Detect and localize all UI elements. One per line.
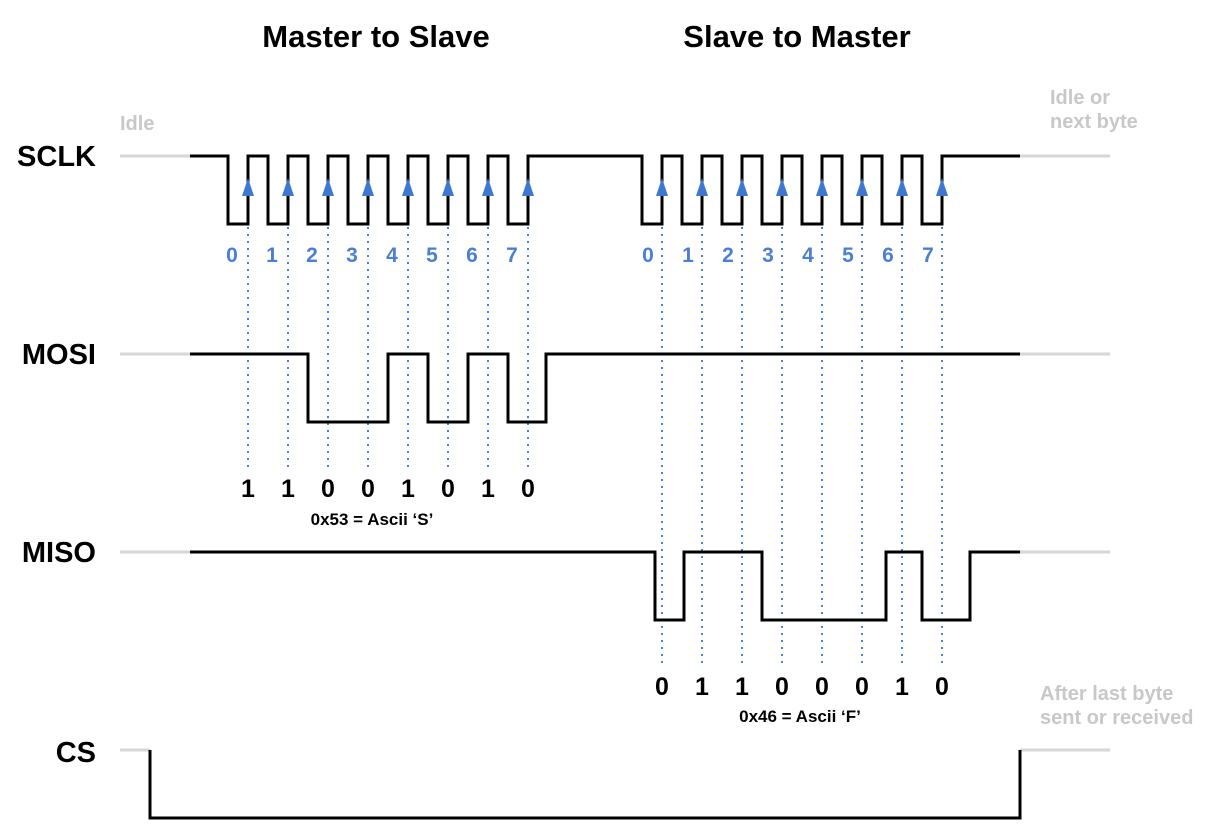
miso-bit-value: 0	[815, 673, 829, 701]
note-idle-next-line2: next byte	[1050, 111, 1138, 133]
bit-index-label: 3	[346, 244, 358, 267]
sample-dotted-lines	[247, 192, 943, 668]
title-slave-to-master: Slave to Master	[683, 19, 910, 54]
rising-edge-arrow	[482, 178, 494, 196]
signal-label-sclk: SCLK	[17, 141, 96, 173]
rising-edge-arrow	[242, 178, 254, 196]
rising-edge-arrow	[656, 178, 668, 196]
signal-label-cs: CS	[56, 737, 96, 769]
rising-edge-arrow	[696, 178, 708, 196]
miso-byte-caption: 0x46 = Ascii ‘F’	[739, 707, 861, 726]
bit-index-label: 6	[882, 244, 894, 267]
bit-index-label: 1	[266, 244, 278, 267]
bit-index-label: 6	[466, 244, 478, 267]
clock-edge-arrows	[242, 178, 948, 196]
note-after-line1: After last byte	[1040, 683, 1173, 705]
mosi-bit-values: 1 1 0 0 1 0 1 0	[241, 475, 535, 503]
mosi-bit-value: 0	[521, 475, 535, 503]
rising-edge-arrow	[736, 178, 748, 196]
rising-edge-arrow	[282, 178, 294, 196]
miso-bit-value: 0	[655, 673, 669, 701]
rising-edge-arrow	[936, 178, 948, 196]
bit-index-label: 3	[762, 244, 774, 267]
rising-edge-arrow	[442, 178, 454, 196]
rising-edge-arrow	[402, 178, 414, 196]
rising-edge-arrow	[522, 178, 534, 196]
note-idle: Idle	[120, 113, 154, 135]
miso-bit-values: 0 1 1 0 0 0 1 0	[655, 673, 949, 701]
mosi-bit-value: 1	[401, 475, 415, 503]
mosi-waveform	[190, 352, 1020, 424]
rising-edge-arrow	[362, 178, 374, 196]
rising-edge-arrow	[816, 178, 828, 196]
note-idle-next-line1: Idle or	[1050, 87, 1110, 109]
mosi-bit-value: 0	[441, 475, 455, 503]
title-master-to-slave: Master to Slave	[262, 19, 489, 54]
miso-bit-value: 0	[775, 673, 789, 701]
signal-label-mosi: MOSI	[22, 339, 96, 371]
cs-waveform	[148, 750, 1022, 820]
miso-bit-value: 1	[895, 673, 909, 701]
bit-index-label: 5	[842, 244, 854, 267]
miso-bit-value: 0	[855, 673, 869, 701]
bit-index-label: 7	[506, 244, 518, 267]
mosi-bit-value: 1	[241, 475, 255, 503]
miso-bit-value: 0	[935, 673, 949, 701]
bit-index-label: 2	[722, 244, 734, 267]
bit-index-label: 0	[642, 244, 654, 267]
mosi-bit-value: 1	[481, 475, 495, 503]
signal-label-miso: MISO	[22, 537, 96, 569]
bit-index-label: 4	[802, 244, 814, 267]
rising-edge-arrow	[856, 178, 868, 196]
mosi-bit-value: 1	[281, 475, 295, 503]
mosi-bit-value: 0	[321, 475, 335, 503]
bit-index-label: 7	[922, 244, 934, 267]
bit-index-label: 1	[682, 244, 694, 267]
bit-index-label: 2	[306, 244, 318, 267]
miso-waveform	[190, 550, 1020, 622]
miso-bit-value: 1	[695, 673, 709, 701]
note-after-line2: sent or received	[1040, 707, 1193, 729]
mosi-bit-value: 0	[361, 475, 375, 503]
bit-index-label: 5	[426, 244, 438, 267]
bit-index-labels: 0 1 2 3 4 5 6 7 0 1 2 3 4 5 6 7	[226, 244, 934, 267]
miso-bit-value: 1	[735, 673, 749, 701]
sclk-waveform	[190, 154, 1020, 226]
rising-edge-arrow	[896, 178, 908, 196]
rising-edge-arrow	[776, 178, 788, 196]
rising-edge-arrow	[322, 178, 334, 196]
bit-index-label: 0	[226, 244, 238, 267]
mosi-byte-caption: 0x53 = Ascii ‘S’	[311, 510, 434, 529]
bit-index-label: 4	[386, 244, 398, 267]
